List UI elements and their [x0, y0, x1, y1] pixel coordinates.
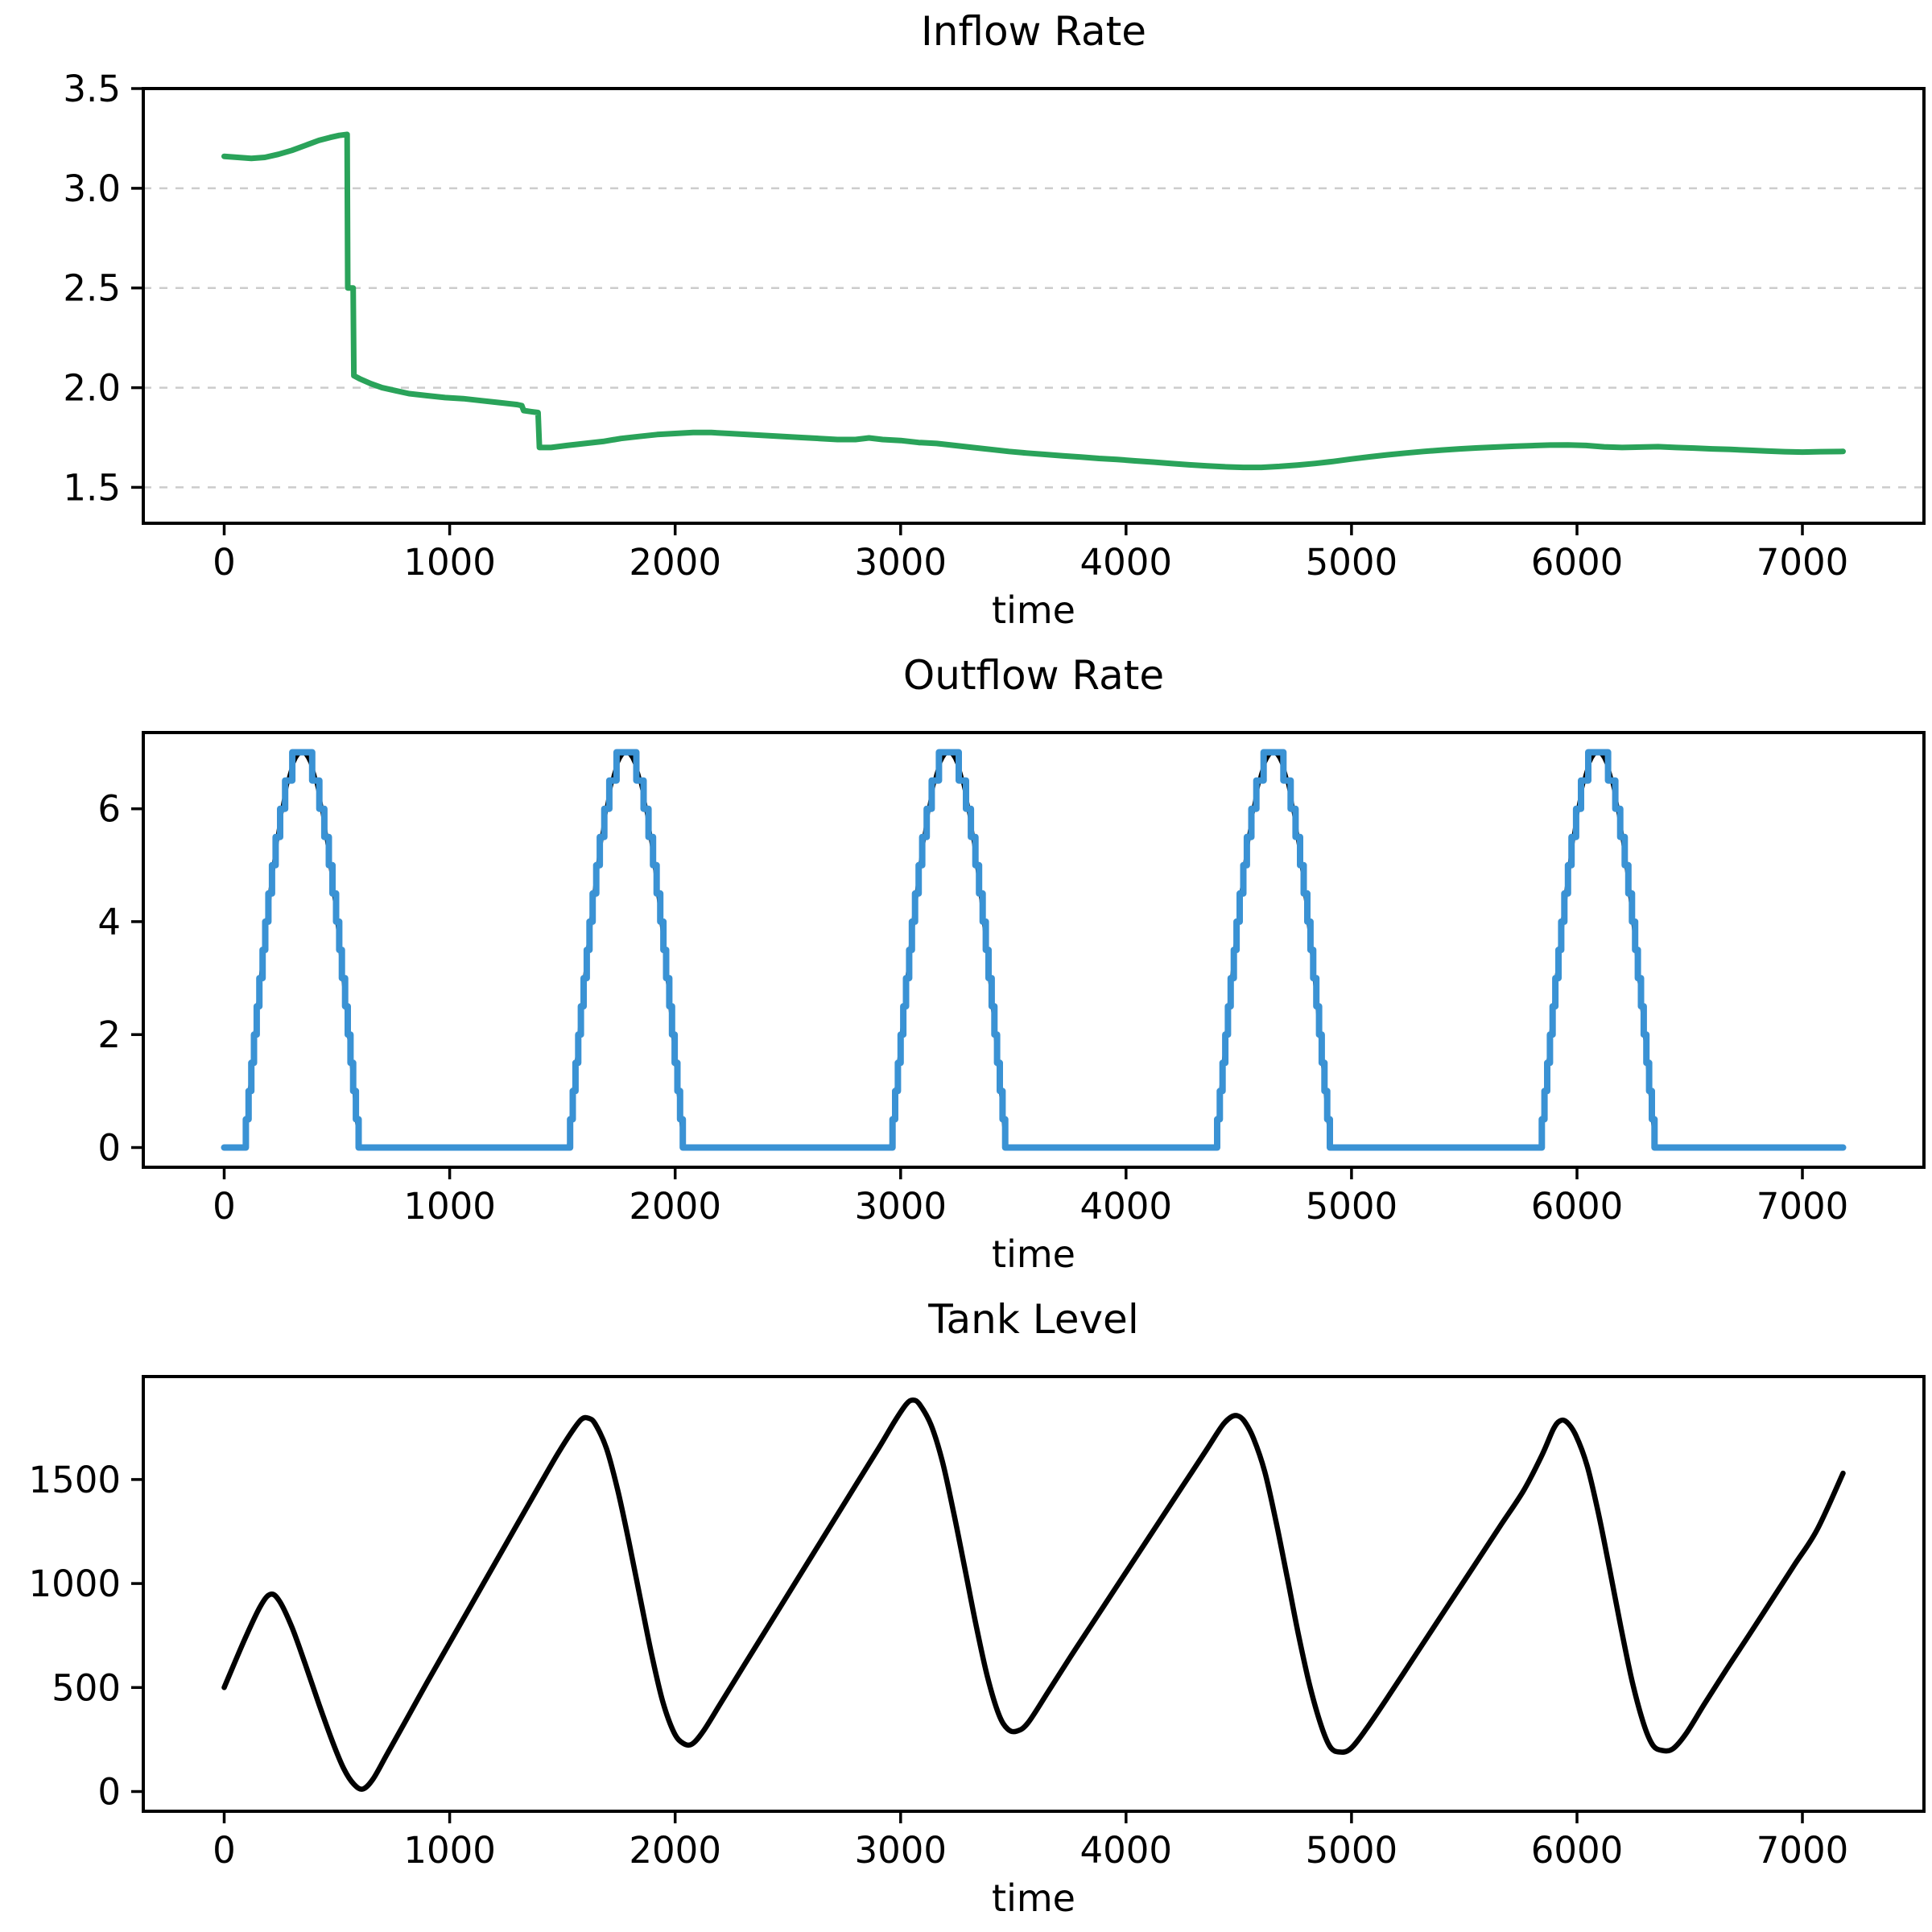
- svg-text:6000: 6000: [1531, 1829, 1624, 1872]
- tank-level-title: Tank Level: [928, 1296, 1139, 1343]
- svg-text:5000: 5000: [1306, 1829, 1398, 1872]
- outflow-rate-xlabel: time: [992, 1232, 1075, 1276]
- tank-level-plot: 0 1000 2000 3000 4000 5000 6000 7000 0 500 1000 150…: [28, 1375, 1926, 1872]
- tank-level-xlabel: time: [992, 1876, 1075, 1920]
- svg-text:4000: 4000: [1080, 1829, 1173, 1872]
- svg-text:5000: 5000: [1306, 541, 1398, 584]
- svg-text:2000: 2000: [629, 541, 721, 584]
- svg-text:6000: 6000: [1531, 1185, 1624, 1228]
- inflow-rate-xlabel: time: [992, 588, 1075, 632]
- svg-text:7000: 7000: [1757, 541, 1849, 584]
- svg-text:5000: 5000: [1306, 1185, 1398, 1228]
- svg-text:2: 2: [97, 1013, 121, 1056]
- svg-text:6: 6: [97, 788, 121, 831]
- inflow-rate-title: Inflow Rate: [921, 8, 1146, 55]
- chart-inflow-rate: Inflow Rate 0 1000 2000 3000 4000 5000 6000 700…: [0, 0, 1932, 644]
- svg-text:0: 0: [213, 1829, 236, 1872]
- svg-text:3.0: 3.0: [63, 167, 121, 210]
- svg-text:2.0: 2.0: [63, 367, 121, 410]
- svg-text:2.5: 2.5: [63, 267, 121, 310]
- svg-text:2000: 2000: [629, 1185, 721, 1228]
- svg-text:6000: 6000: [1531, 541, 1624, 584]
- svg-text:0: 0: [97, 1127, 121, 1170]
- svg-text:1000: 1000: [28, 1563, 121, 1605]
- outflow-rate-plot: 0 1000 2000 3000 4000 5000 6000 7000 0 2 4 6: [97, 731, 1926, 1228]
- svg-text:3.5: 3.5: [63, 68, 121, 110]
- svg-text:7000: 7000: [1757, 1829, 1849, 1872]
- svg-text:3000: 3000: [855, 541, 947, 584]
- svg-text:0: 0: [213, 541, 236, 584]
- svg-text:3000: 3000: [855, 1829, 947, 1872]
- svg-text:3000: 3000: [855, 1185, 947, 1228]
- svg-text:1000: 1000: [403, 541, 496, 584]
- svg-text:1500: 1500: [28, 1459, 121, 1501]
- svg-text:0: 0: [213, 1185, 236, 1228]
- outflow-rate-title: Outflow Rate: [902, 652, 1165, 699]
- svg-text:2000: 2000: [629, 1829, 721, 1872]
- svg-text:1000: 1000: [403, 1185, 496, 1228]
- svg-text:0: 0: [97, 1771, 121, 1814]
- svg-text:4: 4: [97, 901, 121, 943]
- chart-tank-level: Tank Level 0 1000 2000 3000 4000 5000 6000 7000…: [0, 1288, 1932, 1932]
- svg-text:1000: 1000: [403, 1829, 496, 1872]
- chart-outflow-rate: Outflow Rate 0 1000 2000 3000 4000 5000 6000 70…: [0, 644, 1932, 1288]
- svg-text:4000: 4000: [1080, 541, 1173, 584]
- svg-text:500: 500: [52, 1666, 121, 1709]
- svg-text:7000: 7000: [1757, 1185, 1849, 1228]
- inflow-rate-plot: 0 1000 2000 3000 4000 5000 6000 7000 1.5 2.0 2.5 3.…: [63, 68, 1926, 584]
- svg-text:4000: 4000: [1080, 1185, 1173, 1228]
- svg-text:1.5: 1.5: [63, 466, 121, 509]
